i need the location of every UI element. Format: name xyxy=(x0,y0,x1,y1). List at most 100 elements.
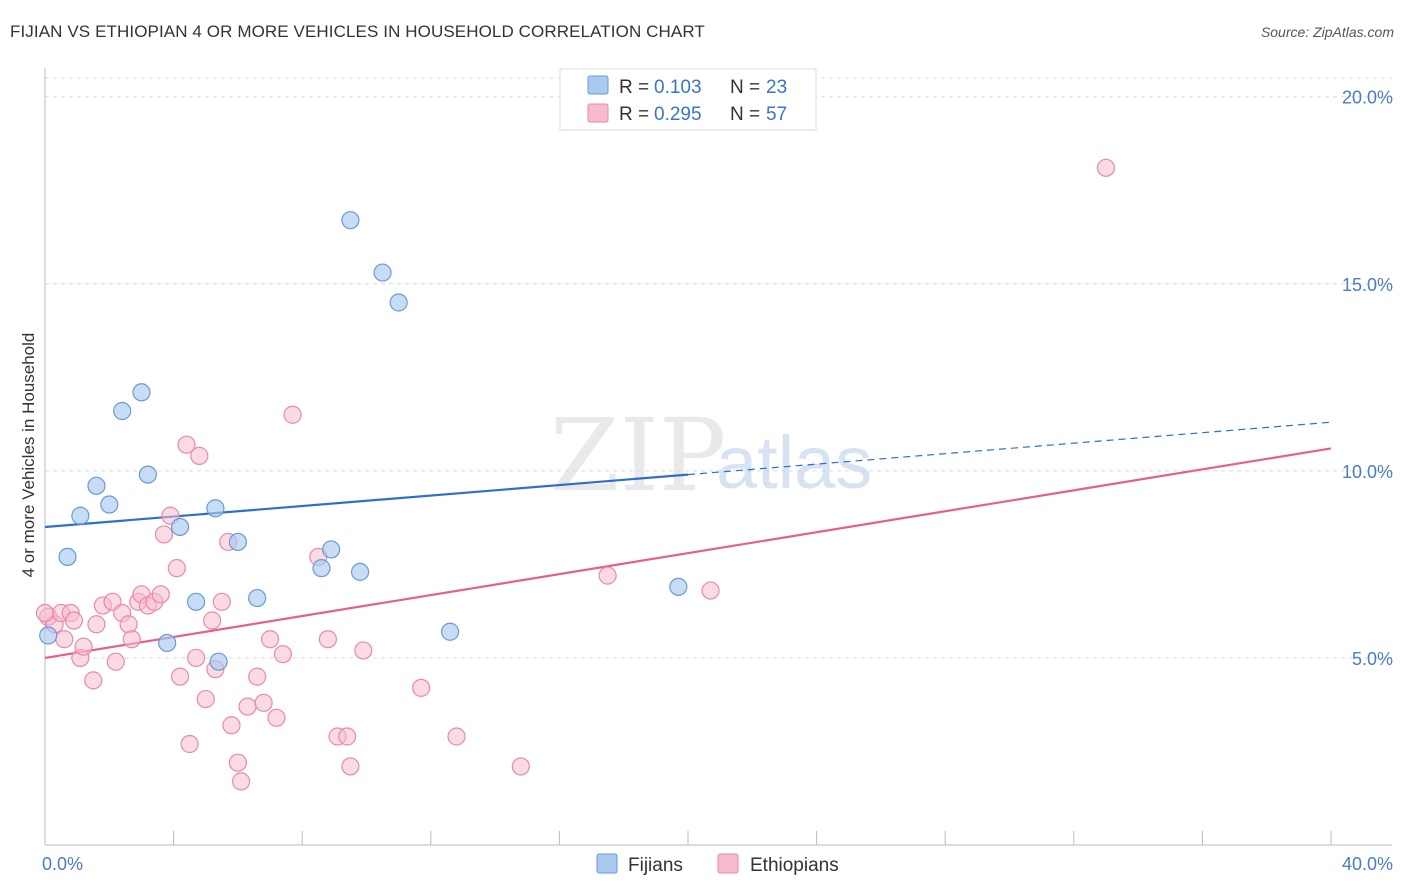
legend-swatch-fijians xyxy=(587,75,609,95)
ethiopians-point xyxy=(84,671,103,690)
top-legend: R = 0.103 N = 23 R = 0.295 N = 57 xyxy=(559,68,817,131)
bottom-legend: Fijians Ethiopians xyxy=(596,853,839,876)
ethiopians-point xyxy=(598,566,617,585)
tick-labels: 5.0% 10.0% 15.0% 20.0% 0.0% 40.0% xyxy=(42,88,1393,874)
ethiopians-point xyxy=(190,446,209,465)
bottom-legend-label-fijians: Fijians xyxy=(628,855,683,876)
ethiopians-point xyxy=(222,716,241,735)
ethiopians-point xyxy=(119,615,138,634)
ethiopians-point xyxy=(354,641,373,660)
ethiopians-point xyxy=(106,652,125,671)
fijians-point xyxy=(132,383,151,402)
ethiopians-point xyxy=(228,753,247,772)
bottom-legend-label-ethiopians: Ethiopians xyxy=(750,855,839,876)
fijians-trend-line xyxy=(44,473,689,529)
ethiopians-point xyxy=(64,611,84,630)
fijians-point xyxy=(440,622,460,641)
fijians-point xyxy=(669,577,688,596)
ethiopians-point xyxy=(283,405,302,424)
x-tick-label: 0.0% xyxy=(42,854,83,874)
fijians-point xyxy=(158,633,177,653)
fijians-points xyxy=(39,211,688,671)
ethiopians-point xyxy=(212,592,231,611)
y-tick-label: 15.0% xyxy=(1342,275,1393,295)
fijians-point xyxy=(39,626,58,645)
fijians-point xyxy=(341,211,360,230)
trend-layer xyxy=(44,421,1332,660)
ethiopians-point xyxy=(267,708,286,727)
ethiopians-point xyxy=(170,667,190,686)
ethiopians-point xyxy=(180,734,199,754)
watermark-zip: ZIP xyxy=(550,397,726,514)
ethiopians-point xyxy=(35,603,55,623)
fijians-point xyxy=(373,263,392,282)
ethiopians-point xyxy=(341,757,360,776)
legend-r-label-fijians: R = xyxy=(619,77,649,98)
legend-swatch-ethiopians xyxy=(587,103,609,123)
ethiopians-point xyxy=(447,727,466,746)
fijians-point xyxy=(322,540,341,559)
fijians-point xyxy=(71,506,90,525)
ethiopians-point xyxy=(154,525,174,544)
fijians-point xyxy=(248,588,267,608)
fijians-point xyxy=(113,401,132,421)
ethiopians-point xyxy=(232,772,251,791)
ethiopians-point xyxy=(412,678,431,697)
fijians-point xyxy=(58,547,77,567)
fijians-point xyxy=(206,499,225,518)
ethiopians-point xyxy=(238,697,257,716)
watermark: ZIP atlas xyxy=(550,397,872,514)
ethiopians-point xyxy=(254,693,273,712)
ethiopians-point xyxy=(87,615,106,634)
legend-r-value-fijians: 0.103 xyxy=(654,77,702,98)
fijians-point xyxy=(209,652,228,671)
grid-layer xyxy=(45,77,1392,659)
fijians-point xyxy=(389,293,408,312)
ethiopians-point xyxy=(338,727,357,746)
ethiopians-trend-line xyxy=(44,447,1332,660)
ethiopians-point xyxy=(151,585,170,604)
bottom-legend-swatch-ethiopians xyxy=(717,853,739,874)
y-tick-label: 20.0% xyxy=(1342,88,1393,108)
legend-n-label-ethiopians: N = xyxy=(730,104,760,125)
ethiopians-point xyxy=(74,637,93,656)
ethiopians-point xyxy=(167,559,186,578)
legend-r-value-ethiopians: 0.295 xyxy=(654,104,702,125)
chart-title: FIJIAN VS ETHIOPIAN 4 OR MORE VEHICLES I… xyxy=(10,22,705,41)
ethiopians-point xyxy=(1096,158,1116,177)
fijians-point xyxy=(138,465,157,484)
ethiopians-point xyxy=(177,435,196,454)
axes-layer xyxy=(44,68,1392,846)
fijians-point xyxy=(228,532,247,552)
watermark-atlas: atlas xyxy=(716,421,872,504)
x-tick-label: 40.0% xyxy=(1342,854,1393,874)
ethiopians-point xyxy=(273,645,293,664)
fijians-point xyxy=(350,562,370,581)
fijians-point xyxy=(87,476,106,495)
ethiopians-point xyxy=(701,581,720,600)
legend-n-value-ethiopians: 57 xyxy=(766,104,787,125)
y-tick-label: 5.0% xyxy=(1352,649,1393,669)
fijians-point xyxy=(170,517,190,537)
chart-source: Source: ZipAtlas.com xyxy=(1260,24,1394,40)
legend-n-label-fijians: N = xyxy=(730,77,760,98)
ethiopians-point xyxy=(187,648,206,668)
ethiopians-point xyxy=(511,757,530,776)
fijians-point xyxy=(187,592,206,611)
ethiopians-point xyxy=(260,630,280,649)
fijians-point xyxy=(312,559,331,578)
ethiopians-point xyxy=(122,630,141,649)
ethiopians-point xyxy=(203,611,222,630)
ethiopians-point xyxy=(248,667,267,686)
legend-n-value-fijians: 23 xyxy=(766,77,787,98)
ethiopians-point xyxy=(196,689,215,709)
ethiopians-point xyxy=(318,630,338,649)
fijians-point xyxy=(100,495,119,514)
y-tick-label: 10.0% xyxy=(1342,462,1393,482)
bottom-legend-swatch-fijians xyxy=(596,853,618,874)
y-axis-title: 4 or more Vehicles in Household xyxy=(19,333,38,578)
ethiopians-point xyxy=(55,630,74,649)
legend-r-label-ethiopians: R = xyxy=(619,104,649,125)
